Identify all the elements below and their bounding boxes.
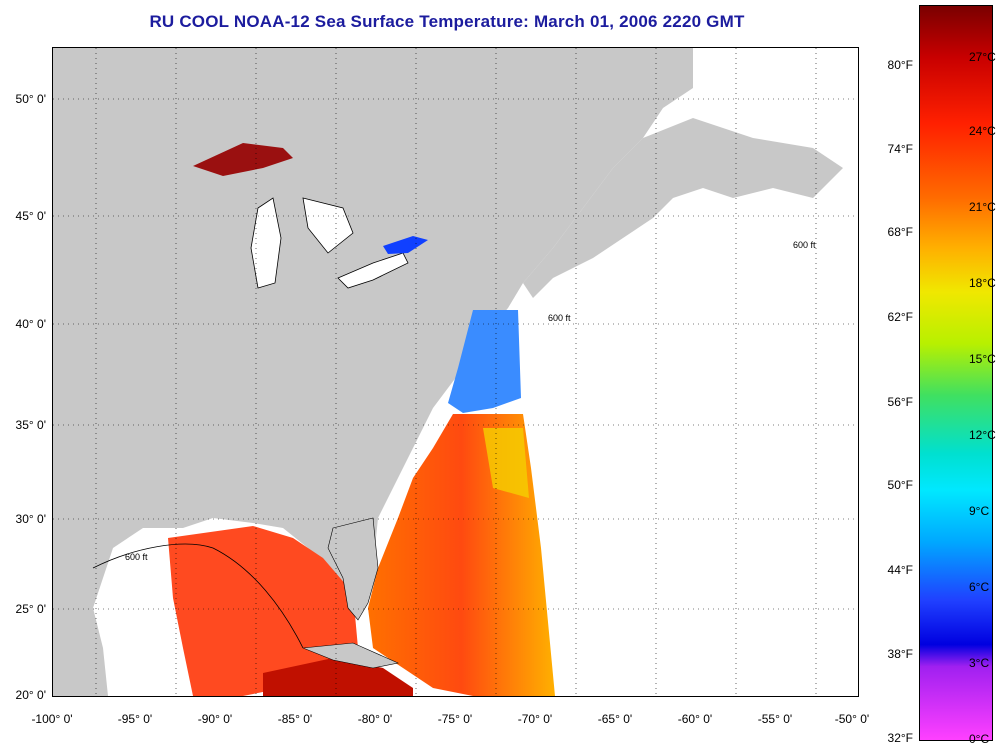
lon-label-85: -85° 0' xyxy=(277,712,313,726)
lake-erie xyxy=(337,252,409,289)
lon-label-55: -55° 0' xyxy=(757,712,793,726)
lon-label-100: -100° 0' xyxy=(31,712,73,726)
lon-label-65: -65° 0' xyxy=(597,712,633,726)
temperature-colorbar xyxy=(919,5,993,741)
lon-label-75: -75° 0' xyxy=(437,712,473,726)
f-label-68: 68°F xyxy=(887,225,913,239)
c-label-12: 12°C xyxy=(969,428,996,442)
lon-label-60: -60° 0' xyxy=(677,712,713,726)
lat-label-45: 45° 0' xyxy=(15,209,46,223)
c-label-27: 27°C xyxy=(969,50,996,64)
land-maritimes xyxy=(523,118,843,298)
c-label-0: 0°C xyxy=(969,732,990,746)
lat-label-40: 40° 0' xyxy=(15,317,46,331)
lon-label-95: -95° 0' xyxy=(117,712,153,726)
isobath-label-ne: 600 ft xyxy=(548,313,571,323)
lat-label-50: 50° 0' xyxy=(15,92,46,106)
lat-label-35: 35° 0' xyxy=(15,418,46,432)
f-label-44: 44°F xyxy=(887,563,913,577)
c-label-24: 24°C xyxy=(969,124,996,138)
land-florida xyxy=(327,517,379,621)
c-label-15: 15°C xyxy=(969,352,996,366)
lon-label-90: -90° 0' xyxy=(197,712,233,726)
lake-ontario xyxy=(383,236,428,254)
f-label-56: 56°F xyxy=(887,395,913,409)
f-label-32: 32°F xyxy=(887,731,913,745)
c-label-21: 21°C xyxy=(969,200,996,214)
sst-gulf-of-mexico xyxy=(168,526,358,696)
f-label-74: 74°F xyxy=(887,142,913,156)
c-label-3: 3°C xyxy=(969,656,990,670)
chart-title: RU COOL NOAA-12 Sea Surface Temperature:… xyxy=(149,12,745,31)
f-label-80: 80°F xyxy=(887,58,913,72)
land-cuba xyxy=(302,642,399,669)
lat-label-30: 30° 0' xyxy=(15,512,46,526)
isobath-600ft xyxy=(92,543,304,649)
lat-label-25: 25° 0' xyxy=(15,602,46,616)
map-graticule xyxy=(53,48,858,696)
lake-superior xyxy=(193,143,293,176)
sst-warm-offshore xyxy=(483,428,529,498)
lon-label-80: -80° 0' xyxy=(357,712,393,726)
c-label-9: 9°C xyxy=(969,504,990,518)
f-label-50: 50°F xyxy=(887,478,913,492)
land-north-america xyxy=(53,48,858,148)
c-label-18: 18°C xyxy=(969,276,996,290)
f-label-62: 62°F xyxy=(887,310,913,324)
lon-label-50: -50° 0' xyxy=(834,712,870,726)
isobath-label-east: 600 ft xyxy=(793,240,816,250)
map-canvas: 600 ft 600 ft 600 ft xyxy=(53,48,858,696)
f-label-38: 38°F xyxy=(887,647,913,661)
lake-huron xyxy=(302,197,354,254)
lat-label-20: 20° 0' xyxy=(15,688,46,702)
c-label-6: 6°C xyxy=(969,580,990,594)
land-mainland xyxy=(53,48,693,696)
lake-michigan xyxy=(250,197,282,289)
lon-label-70: -70° 0' xyxy=(517,712,553,726)
isobath-label: 600 ft xyxy=(125,552,148,562)
sst-map[interactable]: 600 ft 600 ft 600 ft xyxy=(52,47,859,697)
sst-cold-shelf xyxy=(448,310,521,413)
